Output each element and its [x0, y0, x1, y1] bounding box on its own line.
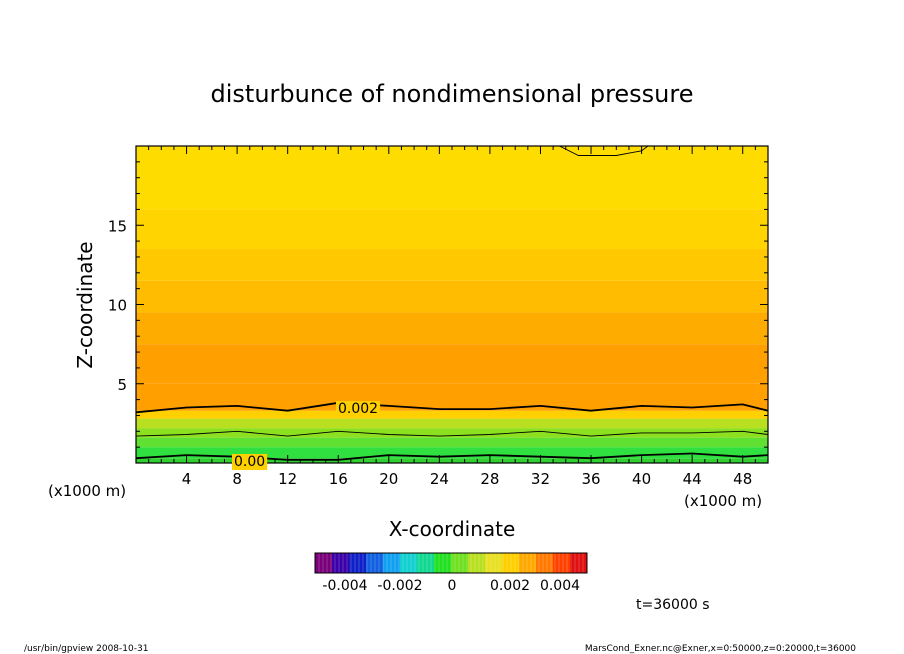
colorbar-swatch — [349, 553, 367, 573]
x-tick-label: 20 — [379, 470, 398, 488]
x-tick-label: 40 — [632, 470, 651, 488]
colorbar-swatch — [366, 553, 384, 573]
x-unit-right: (x1000 m) — [684, 492, 762, 510]
heatmap-band — [136, 312, 768, 345]
x-tick-label: 8 — [232, 470, 242, 488]
y-axis-label: Z-coordinate — [73, 241, 97, 368]
contour-line — [136, 401, 768, 414]
colorbar-swatch — [434, 553, 452, 573]
colorbar-swatch — [570, 553, 588, 573]
y-tick-label: 10 — [108, 297, 127, 315]
heatmap-band — [136, 249, 768, 281]
heatmap-band — [136, 428, 768, 438]
contour-line — [559, 146, 649, 156]
x-tick-label: 24 — [430, 470, 449, 488]
colorbar-tick-labels: -0.004 -0.002 0 0.002 0.004 — [322, 578, 580, 594]
contour-label: 0.00 — [234, 454, 265, 470]
heatmap-band — [136, 437, 768, 448]
x-tick-label: 12 — [278, 470, 297, 488]
colorbar-swatch — [519, 553, 537, 573]
colorbar-swatch — [536, 553, 554, 573]
colorbar-frame — [314, 552, 588, 574]
colorbar-swatch — [332, 553, 350, 573]
heatmap-band — [136, 280, 768, 313]
contour-line — [136, 430, 768, 437]
colorbar-swatch — [315, 553, 333, 573]
time-label: t=36000 s — [636, 597, 710, 613]
heatmap-band — [136, 410, 768, 419]
colorbar-swatch — [502, 553, 520, 573]
heatmap-band — [136, 344, 768, 384]
heatmap-band — [136, 447, 768, 459]
x-tick-label: 16 — [329, 470, 348, 488]
heatmap-band — [136, 418, 768, 429]
colorbar-tick-label: -0.004 — [322, 578, 367, 594]
y-tick-label: 15 — [108, 217, 127, 235]
heatmap-field — [136, 146, 768, 463]
colorbar-swatch — [553, 553, 571, 573]
x-unit-left: (x1000 m) — [48, 482, 126, 500]
colorbar-swatch — [485, 553, 503, 573]
colorbar — [314, 553, 588, 573]
x-tick-label: 32 — [531, 470, 550, 488]
x-tick-label: 44 — [683, 470, 702, 488]
colorbar-swatch — [383, 553, 401, 573]
y-tick-label: 5 — [117, 376, 127, 394]
heatmap-band — [136, 146, 768, 210]
footer-right: MarsCond_Exner.nc@Exner,x=0:50000,z=0:20… — [585, 644, 856, 654]
colorbar-tick-label: 0.002 — [490, 578, 530, 594]
x-tick-label: 36 — [581, 470, 600, 488]
colorbar-swatch — [451, 553, 469, 573]
contour-label: 0.002 — [338, 401, 378, 417]
heatmap-band — [136, 209, 768, 250]
x-tick-label: 48 — [733, 470, 752, 488]
colorbar-tick-label: 0 — [448, 578, 457, 594]
colorbar-swatch — [468, 553, 486, 573]
colorbar-swatch — [400, 553, 418, 573]
colorbar-tick-label: 0.004 — [540, 578, 580, 594]
contour-label-bg — [336, 401, 381, 417]
x-axis-label: X-coordinate — [389, 517, 516, 541]
contour-label-bg — [232, 454, 268, 470]
footer-left: /usr/bin/gpview 2008-10-31 — [24, 644, 148, 654]
colorbar-swatch — [417, 553, 435, 573]
colorbar-tick-label: -0.002 — [377, 578, 422, 594]
x-tick-label: 4 — [182, 470, 192, 488]
chart-title: disturbunce of nondimensional pressure — [211, 80, 694, 108]
x-tick-label: 28 — [480, 470, 499, 488]
